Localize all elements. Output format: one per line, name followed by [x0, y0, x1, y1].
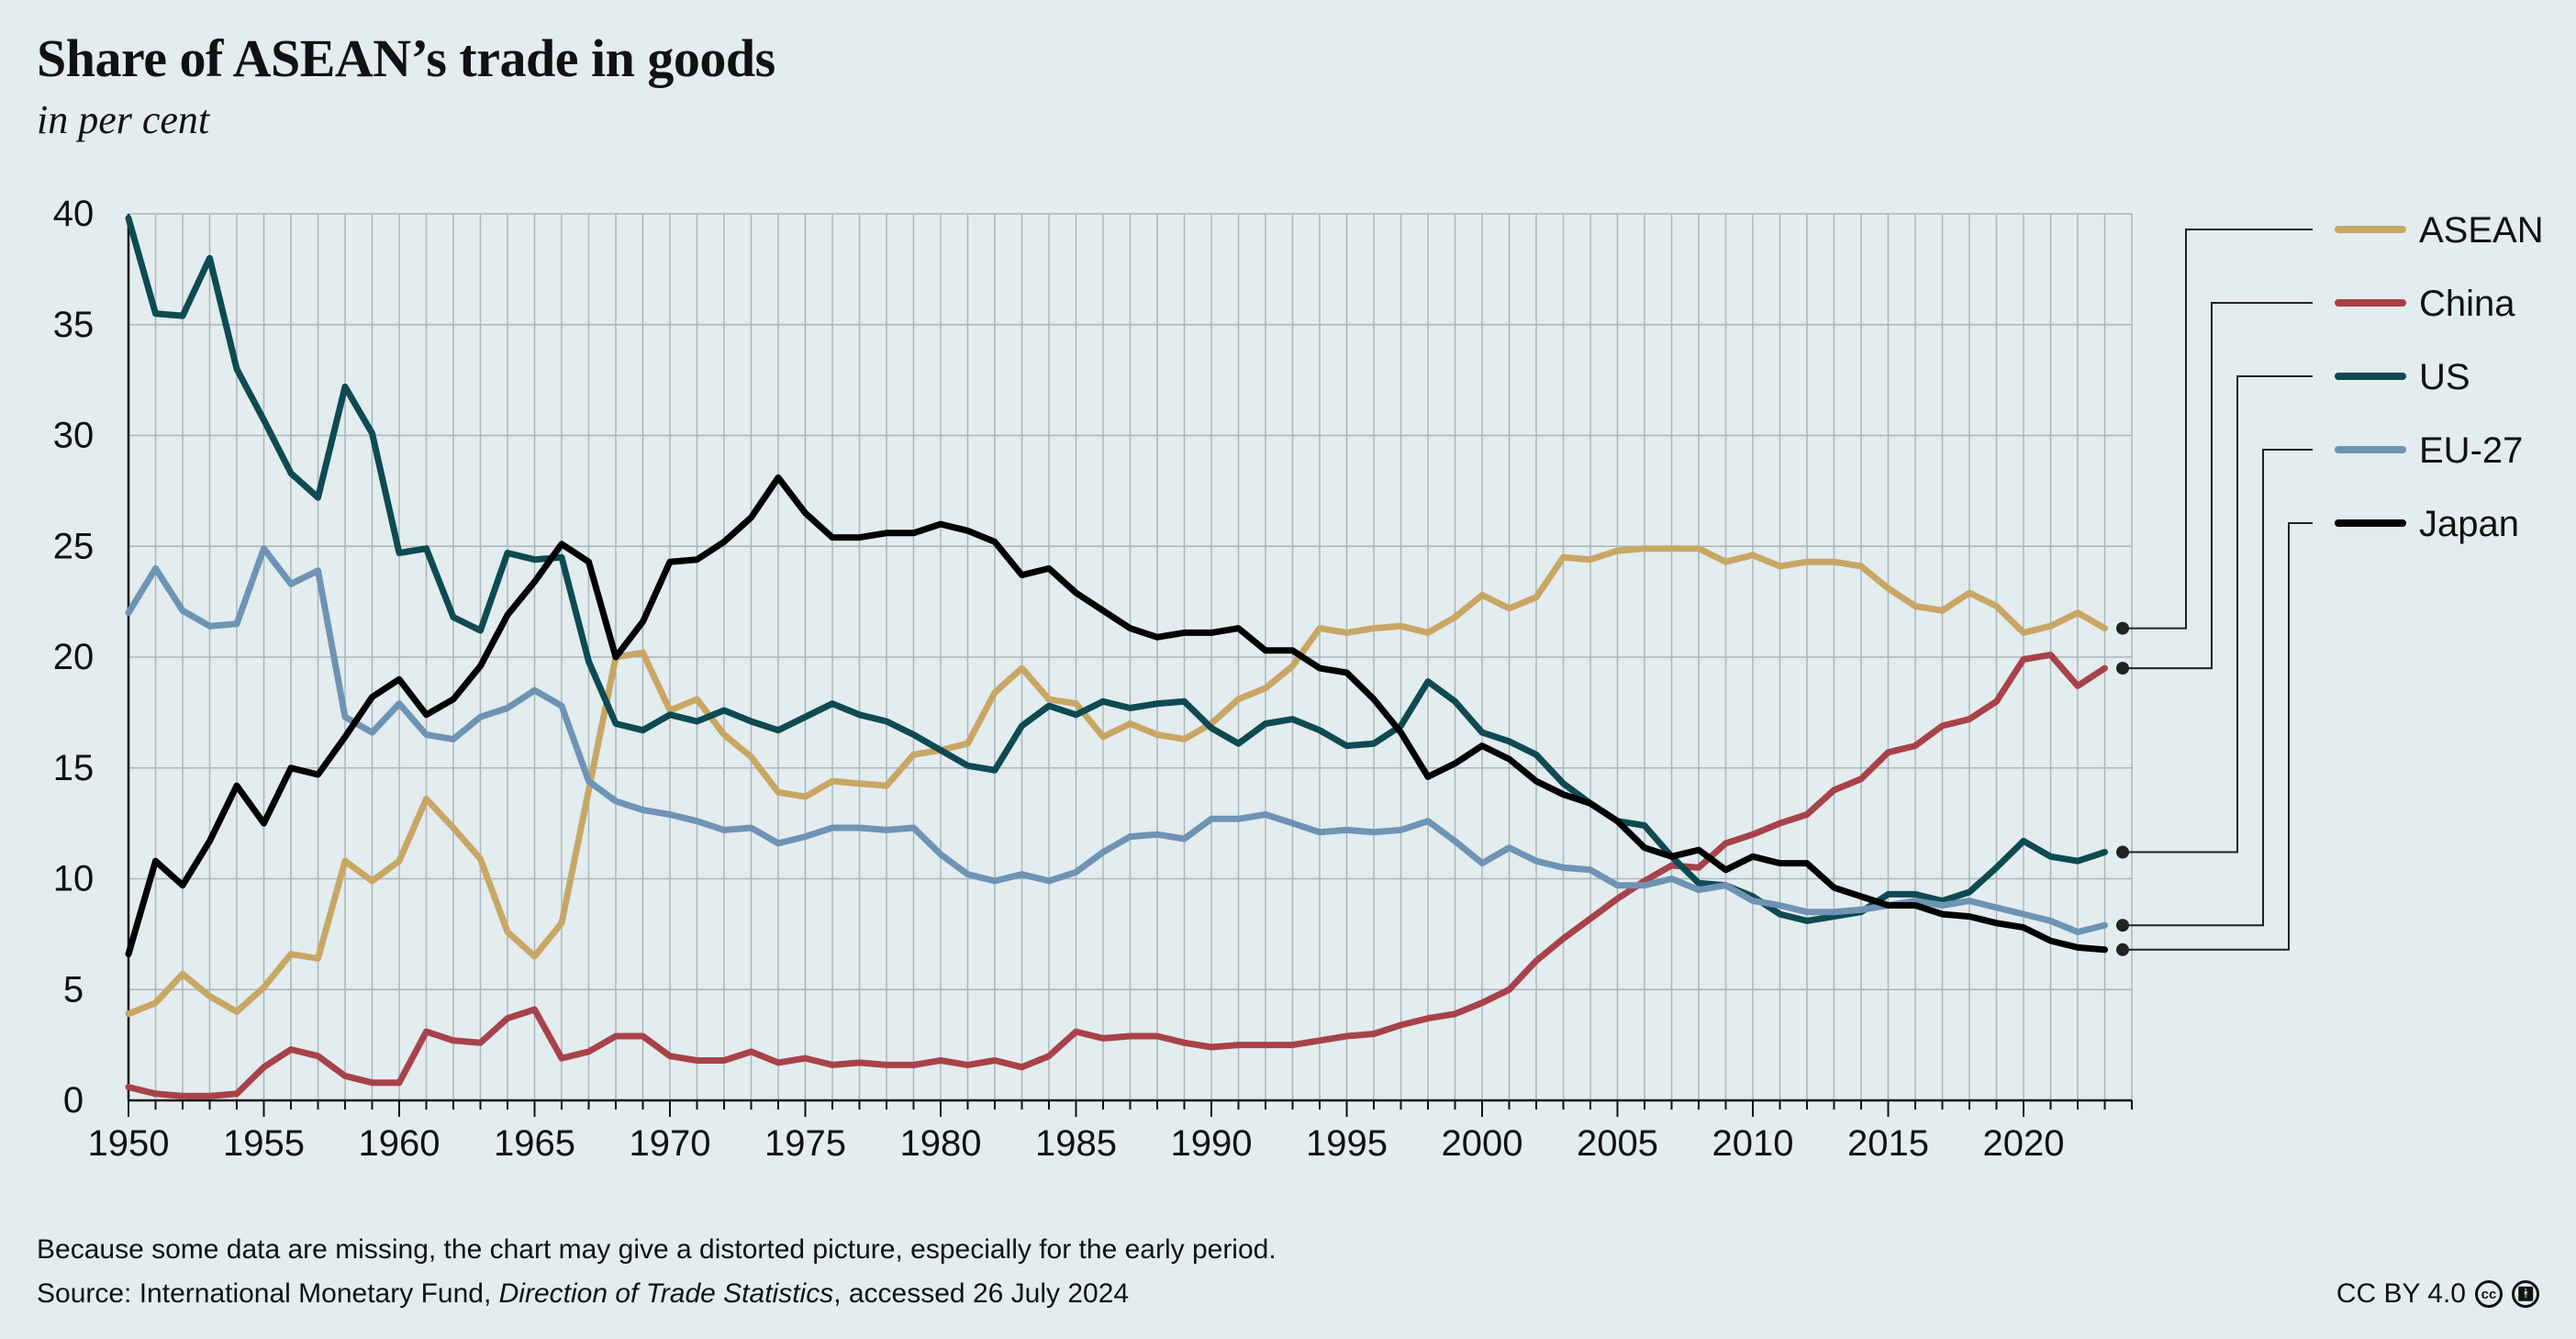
y-tick-label: 15 [53, 748, 95, 788]
y-tick-label: 25 [53, 526, 95, 566]
chart-title: Share of ASEAN’s trade in goods [37, 28, 775, 88]
x-tick-label: 2005 [1577, 1123, 1658, 1164]
y-tick-label: 5 [63, 969, 84, 1010]
y-tick-label: 0 [63, 1080, 84, 1121]
x-tick-label: 1975 [764, 1123, 846, 1164]
license-text: CC BY 4.0 [2336, 1278, 2466, 1309]
cc-icon: cc [2475, 1280, 2503, 1308]
y-tick-label: 30 [53, 416, 95, 456]
series-line-china [125, 652, 2108, 1099]
x-tick-label: 2020 [1983, 1123, 2065, 1164]
legend-leader-us [2123, 375, 2313, 854]
attribution-icon: 🚹︎ [2512, 1280, 2539, 1308]
legend-leader-asean [2123, 229, 2313, 630]
chart-note: Because some data are missing, the chart… [37, 1234, 1277, 1265]
legend-label-asean: ASEAN [2419, 210, 2544, 251]
x-tick-label: 1965 [494, 1123, 575, 1164]
source-line: Source: International Monetary Fund, Dir… [37, 1278, 1129, 1310]
chart-grid [128, 213, 2133, 1101]
x-tick-label: 1970 [630, 1123, 711, 1164]
source-suffix: , accessed 26 July 2024 [833, 1278, 1130, 1309]
chart-series [125, 215, 2108, 1099]
legend-label-eu-27: EU-27 [2419, 430, 2523, 471]
legend-label-japan: Japan [2419, 504, 2519, 544]
y-tick-label: 20 [53, 637, 95, 677]
series-line-asean [125, 545, 2108, 1018]
source-publication: Direction of Trade Statistics [498, 1278, 834, 1309]
x-tick-label: 1985 [1035, 1123, 1117, 1164]
series-line-eu-27 [125, 545, 2108, 935]
x-tick-label: 1955 [223, 1123, 305, 1164]
chart-subtitle: in per cent [37, 97, 210, 142]
x-tick-label: 1980 [900, 1123, 982, 1164]
source-prefix: Source: International Monetary Fund, [37, 1278, 499, 1309]
series-line-us [125, 215, 2108, 924]
y-tick-label: 10 [53, 859, 95, 899]
x-tick-label: 1960 [359, 1123, 440, 1164]
chart-legend: ASEAN China US EU-27 Japan [2116, 210, 2544, 956]
license: CC BY 4.0 cc 🚹︎ [2336, 1278, 2539, 1310]
legend-leader-japan [2123, 522, 2313, 951]
legend-leader-eu-27 [2123, 449, 2313, 927]
x-tick-label: 2000 [1442, 1123, 1523, 1164]
chart-axes: 0 5 10 15 20 25 30 35 40 1950 1955 1960 1965 1970 1975… [53, 194, 2133, 1164]
y-tick-label: 35 [53, 305, 95, 345]
x-tick-label: 2010 [1712, 1123, 1794, 1164]
x-tick-label: 1950 [88, 1123, 170, 1164]
x-tick-label: 1990 [1171, 1123, 1253, 1164]
x-tick-label: 1995 [1306, 1123, 1388, 1164]
legend-label-china: China [2419, 284, 2515, 324]
series-line-japan [125, 474, 2108, 958]
legend-label-us: US [2419, 357, 2470, 397]
x-tick-label: 2015 [1847, 1123, 1929, 1164]
legend-leader-china [2123, 302, 2313, 670]
y-tick-label: 40 [53, 194, 95, 234]
